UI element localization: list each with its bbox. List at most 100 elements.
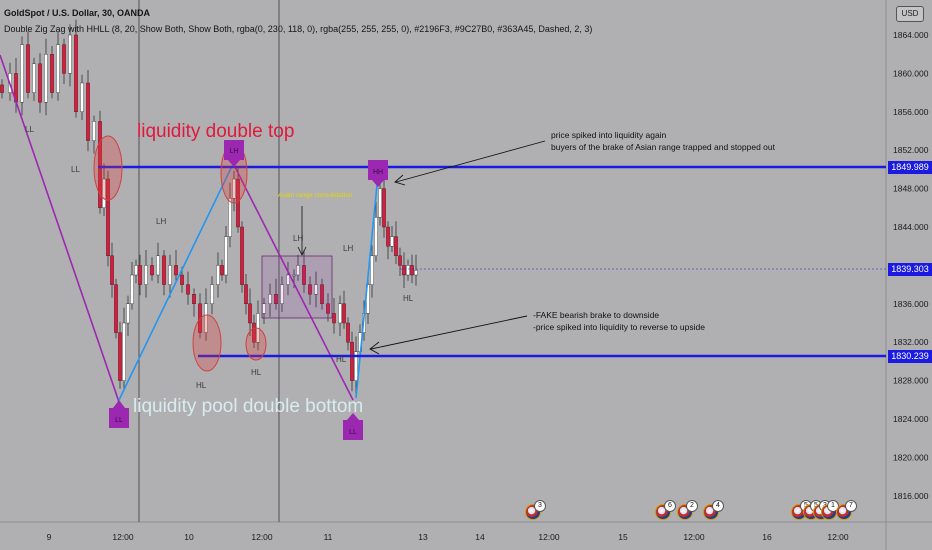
candle-body: [56, 44, 60, 93]
swing-label-hl: HL: [251, 368, 262, 377]
time-tick-label: 13: [418, 532, 428, 542]
note-bottom-line-2: -price spiked into liquidity to reverse …: [533, 322, 705, 332]
candle-body: [274, 294, 278, 305]
candle-body: [350, 342, 354, 381]
event-count-badge: 4: [712, 500, 724, 512]
liquidity-circle: [192, 314, 222, 372]
note-bottom-line-1: -FAKE bearish brake to downside: [533, 310, 659, 320]
svg-text:LL: LL: [115, 417, 123, 424]
candle-body: [406, 265, 410, 276]
time-tick-label: 9: [47, 532, 52, 542]
candle-body: [106, 178, 110, 257]
candle-body: [180, 274, 184, 285]
candle-body: [302, 265, 306, 285]
support-price-label: 1830.239: [888, 350, 932, 363]
indicator-legend[interactable]: Double Zig Zag with HHLL (8, 20, Show Bo…: [4, 24, 593, 34]
candle-body: [80, 82, 84, 112]
candle-body: [286, 274, 290, 285]
candle-body: [92, 121, 96, 141]
candle-body: [122, 322, 126, 381]
time-tick-label: 10: [184, 532, 194, 542]
liquidity-circle: [245, 327, 267, 361]
candle-body: [186, 284, 190, 295]
candle-body: [86, 82, 90, 141]
swing-label-lh: LH: [343, 244, 353, 253]
swing-label-hl: HL: [196, 381, 207, 390]
candle-body: [0, 84, 4, 93]
candle-body: [374, 217, 378, 256]
event-count-badge: 2: [686, 500, 698, 512]
candle-body: [74, 34, 78, 113]
zigzag-purple-line: [0, 54, 120, 403]
candle-body: [162, 255, 166, 285]
price-tick-label: 1828.000: [893, 376, 929, 386]
svg-text:LL: LL: [349, 429, 357, 436]
swing-label-lh: LH: [156, 217, 166, 226]
swing-label-hl: HL: [336, 355, 347, 364]
asian-range-box[interactable]: [261, 255, 333, 319]
time-tick-label: 12:00: [251, 532, 273, 542]
candle-body: [252, 322, 256, 343]
swing-label-ll: LL: [71, 165, 80, 174]
candle-body: [220, 265, 224, 276]
candle-body: [394, 236, 398, 257]
candle-body: [110, 255, 114, 285]
pivot-marker-ll-2: LL: [343, 413, 363, 440]
currency-button[interactable]: USD: [896, 6, 924, 22]
note-bottom-arrow: [370, 315, 528, 350]
candle-body: [280, 284, 284, 305]
price-tick-label: 1820.000: [893, 452, 929, 462]
candle-body: [204, 303, 208, 333]
candle-body: [248, 303, 252, 324]
candle-body: [118, 332, 122, 381]
liquidity-double-bottom-title: liquidity pool double bottom: [133, 396, 363, 417]
candle-body: [346, 322, 350, 343]
price-axis-ticks: 1864.000 1860.000 1856.000 1852.000 1848.000…: [893, 30, 929, 501]
time-tick-label: 15: [618, 532, 628, 542]
current-price-label: 1839.303: [888, 263, 932, 276]
liquidity-circle: [93, 135, 123, 201]
chart-symbol-title[interactable]: GoldSpot / U.S. Dollar, 30, OANDA: [4, 8, 151, 18]
time-tick-label: 12:00: [112, 532, 134, 542]
candle-body: [216, 265, 220, 285]
price-tick-label: 1852.000: [893, 145, 929, 155]
candle-body: [292, 274, 296, 277]
candle-body: [138, 265, 142, 285]
candle-body: [156, 255, 160, 276]
candle-body: [354, 351, 358, 381]
asian-range-arrowhead: [297, 246, 307, 256]
liquidity-double-top-title: liquidity double top: [137, 121, 294, 142]
price-tick-label: 1864.000: [893, 30, 929, 40]
candle-body: [98, 121, 102, 209]
candle-body: [224, 236, 228, 276]
swing-label-lh: LH: [293, 234, 303, 243]
candle-body: [382, 188, 386, 228]
note-top-line-2: buyers of the brake of Asian range trapp…: [551, 142, 776, 152]
candle-body: [268, 294, 272, 305]
svg-text:LH: LH: [230, 148, 239, 155]
candle-body: [174, 265, 178, 276]
note-top-arrow: [395, 140, 546, 183]
price-axis-panel[interactable]: [886, 0, 932, 522]
candle-body: [68, 34, 72, 74]
time-tick-label: 12:00: [827, 532, 849, 542]
candle-body: [320, 284, 324, 305]
time-tick-label: 11: [324, 532, 333, 542]
event-count-badge: 3: [534, 500, 546, 512]
candle-body: [402, 265, 406, 276]
price-tick-label: 1844.000: [893, 222, 929, 232]
candle-body: [62, 44, 66, 74]
pivot-marker-ll-1: LL: [109, 400, 129, 428]
candle-body: [130, 274, 134, 304]
asian-range-label: Asian range consolidation: [278, 192, 353, 199]
candle-body: [338, 303, 342, 324]
candle-body: [296, 265, 300, 276]
candle-body: [228, 197, 232, 237]
candle-body: [378, 188, 382, 218]
note-top-line-1: price spiked into liquidity again: [551, 130, 667, 140]
candle-body: [114, 284, 118, 333]
candle-body: [244, 284, 248, 305]
candle-body: [50, 54, 54, 93]
zigzag-blue-line: [118, 161, 235, 401]
